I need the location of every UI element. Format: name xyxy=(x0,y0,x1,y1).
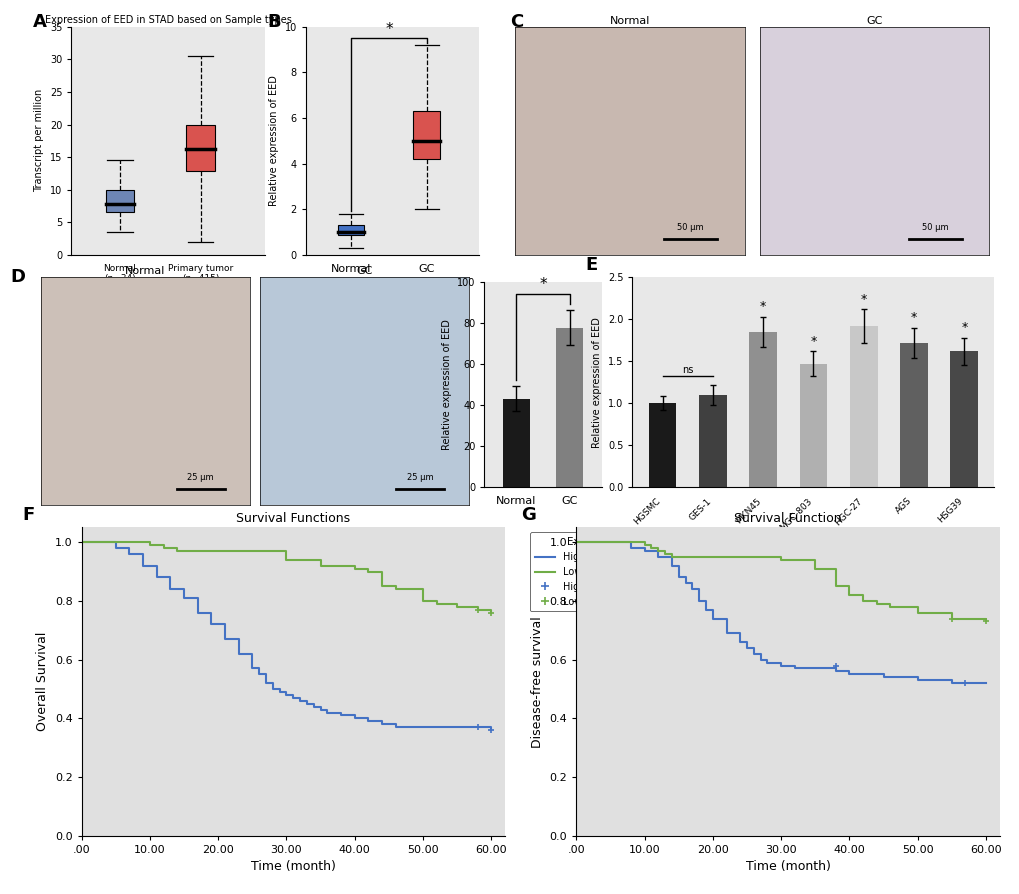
Bar xyxy=(556,328,583,487)
Y-axis label: Relative expression of EED: Relative expression of EED xyxy=(441,319,451,450)
Text: *: * xyxy=(809,334,816,348)
Title: Normal: Normal xyxy=(125,266,165,276)
Text: C: C xyxy=(510,13,523,31)
Text: G: G xyxy=(521,506,536,524)
X-axis label: Time (month): Time (month) xyxy=(251,860,335,873)
FancyBboxPatch shape xyxy=(106,190,133,213)
Text: 25 μm: 25 μm xyxy=(187,473,214,482)
Title: Normal: Normal xyxy=(609,16,649,26)
Bar xyxy=(849,326,876,487)
Text: *: * xyxy=(960,321,966,334)
Bar xyxy=(749,332,776,487)
Text: E: E xyxy=(585,257,597,274)
Title: Survival Function: Survival Function xyxy=(734,512,841,525)
Bar xyxy=(950,351,977,487)
Y-axis label: Disease-free survival: Disease-free survival xyxy=(531,616,543,747)
Text: B: B xyxy=(268,13,281,31)
Text: *: * xyxy=(539,277,546,291)
Y-axis label: Relative expression of EED: Relative expression of EED xyxy=(269,75,279,207)
Title: Survival Functions: Survival Functions xyxy=(236,512,350,525)
Text: D: D xyxy=(10,268,25,286)
Y-axis label: Overall Survival: Overall Survival xyxy=(37,632,49,731)
FancyBboxPatch shape xyxy=(413,111,439,159)
Text: ns: ns xyxy=(682,365,693,375)
Title: Expression of EED in STAD based on Sample types: Expression of EED in STAD based on Sampl… xyxy=(45,14,291,25)
Text: *: * xyxy=(910,311,916,325)
Text: *: * xyxy=(860,292,866,306)
Y-axis label: Relative expression of EED: Relative expression of EED xyxy=(592,316,602,448)
Text: 50 μm: 50 μm xyxy=(921,223,948,232)
Text: 25 μm: 25 μm xyxy=(407,473,433,482)
Bar xyxy=(698,395,726,487)
Text: *: * xyxy=(759,300,765,313)
Text: A: A xyxy=(33,13,47,31)
Text: F: F xyxy=(22,506,35,524)
Bar xyxy=(648,403,676,487)
X-axis label: TCGA samples: TCGA samples xyxy=(133,289,203,299)
Title: GC: GC xyxy=(356,266,373,276)
Legend: High EED, Low EED, High EED-censored, Low EED-censored: High EED, Low EED, High EED-censored, Lo… xyxy=(530,532,660,611)
Bar xyxy=(799,364,826,487)
Text: *: * xyxy=(385,22,392,37)
Title: GC: GC xyxy=(865,16,882,26)
FancyBboxPatch shape xyxy=(186,124,215,172)
Y-axis label: Transcript per million: Transcript per million xyxy=(35,89,44,192)
FancyBboxPatch shape xyxy=(337,225,364,235)
Text: 50 μm: 50 μm xyxy=(677,223,703,232)
X-axis label: Time (month): Time (month) xyxy=(745,860,829,873)
Bar xyxy=(502,399,529,487)
Bar xyxy=(900,342,927,487)
